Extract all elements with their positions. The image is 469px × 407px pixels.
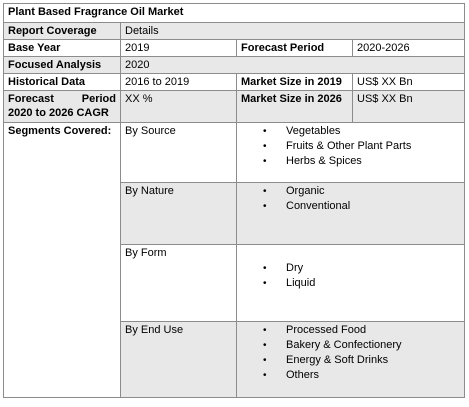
bullet-icon: • [263,355,267,366]
bullet-icon: • [263,201,267,212]
bullet-icon: • [263,325,267,336]
market-size-2026-label: Market Size in 2026 [236,90,353,123]
focused-analysis-value: 2020 [119,56,466,74]
bullet-icon: • [263,278,267,289]
forecast-cagr-label: Forecast Period 2020 to 2026 CAGR [3,90,121,123]
bullet-icon: • [263,141,267,152]
by-nature-label: By Nature [120,182,237,245]
report-coverage-label: Report Coverage [3,22,121,40]
forecast-period-label: Forecast Period [236,39,353,57]
bullet-icon: • [263,156,267,167]
by-source-label: By Source [120,122,237,183]
forecast-cagr-value: XX % [120,90,237,123]
list-item: • Energy & Soft Drinks [263,354,389,366]
forecast-label-word: Forecast [8,93,54,105]
segments-covered-label: Segments Covered: [3,122,121,398]
forecast-period-value: 2020-2026 [351,39,466,57]
by-form-items: • Dry • Liquid [235,244,466,322]
list-item: • Liquid [263,277,316,289]
list-item: • Herbs & Spices [263,155,362,167]
by-end-use-label: By End Use [120,321,237,398]
base-year-value: 2019 [120,39,237,57]
list-item: • Bakery & Confectionery [263,339,402,351]
bullet-icon: • [263,126,267,137]
by-nature-items: • Organic • Conventional [235,182,466,245]
market-size-2026-value: US$ XX Bn [351,90,466,123]
bullet-icon: • [263,186,267,197]
list-item: • Dry [263,262,304,274]
base-year-label: Base Year [3,39,121,57]
list-item: • Conventional [263,200,351,212]
report-coverage-value: Details [119,22,466,40]
by-end-use-items: • Processed Food • Bakery & Confectionery … [235,321,466,398]
market-size-2019-value: US$ XX Bn [351,73,466,91]
historical-data-value: 2016 to 2019 [120,73,237,91]
bullet-icon: • [263,263,267,274]
by-form-label: By Form [120,244,237,322]
table-title: Plant Based Fragrance Oil Market [2,3,466,23]
bullet-icon: • [263,340,267,351]
bullet-icon: • [263,370,267,381]
cagr-label-line: 2020 to 2026 CAGR [8,107,109,119]
market-report-table: Plant Based Fragrance Oil Market Report … [2,3,466,398]
list-item: • Others [263,369,320,381]
period-label-word: Period [81,93,116,105]
list-item: • Processed Food [263,324,367,336]
list-item: • Fruits & Other Plant Parts [263,140,412,152]
list-item: • Vegetables [263,125,341,137]
focused-analysis-label: Focused Analysis [3,56,121,74]
historical-data-label: Historical Data [3,73,121,91]
market-size-2019-label: Market Size in 2019 [236,73,353,91]
list-item: • Organic [263,185,325,197]
by-source-items: • Vegetables • Fruits & Other Plant Parts … [235,122,466,183]
